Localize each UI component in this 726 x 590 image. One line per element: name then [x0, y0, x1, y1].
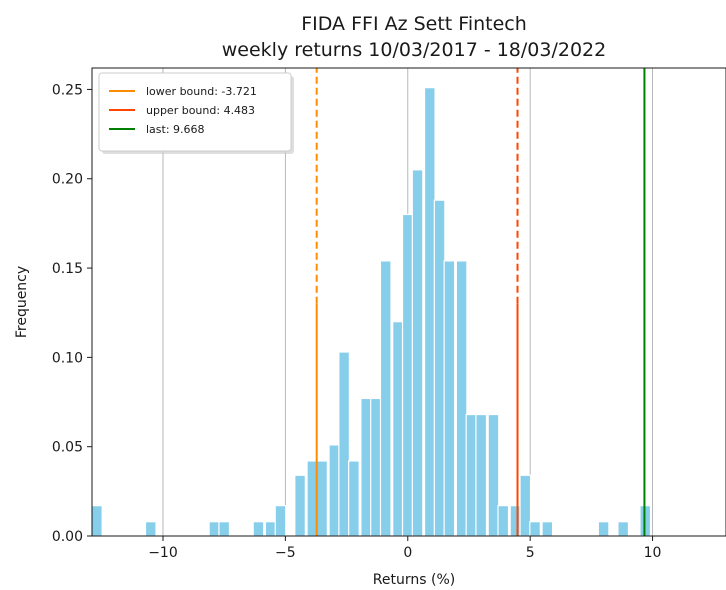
histogram-bar	[294, 474, 306, 537]
histogram-bar	[392, 321, 404, 537]
legend-label: last: 9.668	[146, 123, 205, 136]
y-tick-label: 0.25	[52, 82, 83, 98]
histogram-bar	[360, 397, 373, 537]
reference-lines	[315, 68, 646, 536]
y-tick-label: 0.10	[52, 350, 83, 366]
histogram-bar	[348, 460, 360, 537]
x-tick-label: −10	[148, 545, 178, 561]
histogram-bar	[423, 87, 436, 537]
histogram-bar	[274, 505, 287, 537]
y-axis-label: Frequency	[14, 266, 30, 338]
x-tick-label: −5	[275, 545, 296, 561]
y-tick-label: 0.00	[52, 529, 83, 545]
x-tick-label: 10	[644, 545, 662, 561]
plot-frame	[91, 67, 726, 537]
histogram-bar	[411, 169, 424, 537]
y-tick-label: 0.15	[52, 261, 83, 277]
y-tick-label: 0.05	[52, 440, 83, 456]
chart-title: FIDA FFI Az Sett Fintech	[301, 13, 527, 35]
legend-label: lower bound: -3.721	[146, 85, 257, 98]
histogram-bar	[443, 260, 456, 537]
histogram-bar	[144, 521, 157, 537]
histogram-bar	[541, 521, 554, 537]
y-tick-label: 0.20	[52, 172, 83, 188]
histogram-bar	[475, 413, 488, 537]
x-tick-label: 0	[403, 545, 412, 561]
legend-label: upper bound: 4.483	[146, 104, 255, 117]
legend-box	[98, 72, 292, 152]
chart-subtitle: weekly returns 10/03/2017 - 18/03/2022	[222, 39, 606, 61]
histogram-bar	[465, 413, 478, 537]
x-axis-ticks: −10 −5 0 5 10	[148, 536, 661, 561]
histogram-bar	[529, 521, 541, 537]
histogram-bar	[208, 521, 221, 537]
legend: lower bound: -3.721 upper bound: 4.483 las…	[98, 72, 294, 154]
histogram-bar	[218, 521, 231, 537]
histogram-bar	[252, 521, 265, 537]
histogram-bar	[370, 397, 382, 537]
histogram-bars	[91, 87, 652, 537]
histogram-bar	[487, 413, 500, 537]
x-axis-label: Returns (%)	[373, 572, 455, 588]
x-tick-label: 5	[526, 545, 535, 561]
histogram-bar	[597, 521, 610, 537]
histogram-bar	[264, 521, 277, 537]
histogram-bar	[328, 444, 341, 537]
histogram-bar	[617, 521, 630, 537]
histogram-bar	[433, 199, 446, 537]
histogram-bar	[509, 505, 522, 537]
histogram-bar	[91, 505, 103, 537]
histogram-bar	[497, 505, 510, 537]
histogram-bar	[519, 474, 532, 537]
histogram-bar	[379, 260, 392, 537]
histogram-bar	[316, 460, 328, 537]
y-axis-ticks: 0.00 0.05 0.10 0.15 0.20 0.25	[52, 82, 92, 545]
histogram-bar	[401, 213, 414, 537]
histogram-bar	[338, 351, 350, 537]
histogram-bar	[455, 260, 468, 537]
